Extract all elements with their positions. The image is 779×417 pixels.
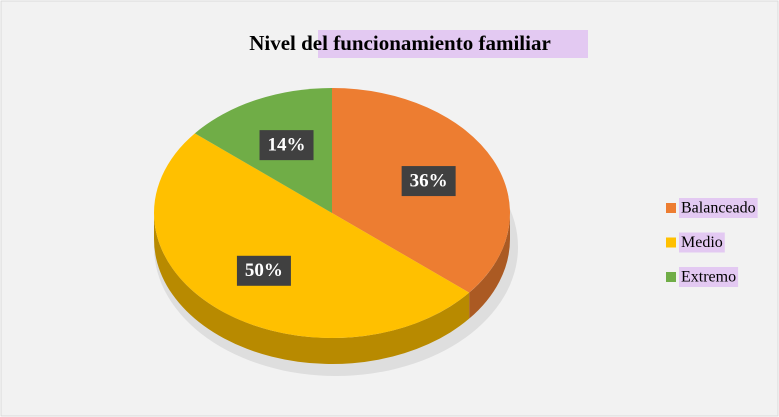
legend-label: Extremo: [681, 269, 736, 286]
legend-highlight: [679, 267, 739, 287]
data-label-box: [236, 255, 291, 286]
chart-title: Nivel del funcionamiento familiar: [249, 31, 551, 55]
legend-highlight: [679, 198, 758, 218]
data-label: 50%: [245, 260, 283, 281]
data-label: 14%: [268, 134, 306, 155]
slice-side: [469, 213, 510, 319]
title-highlight: [318, 30, 588, 58]
legend-swatch: [666, 237, 676, 248]
legend-swatch: [666, 272, 676, 282]
data-label-box: [401, 166, 456, 197]
data-label-box: [259, 130, 314, 161]
legend-label: Medio: [681, 234, 723, 251]
data-label: 36%: [410, 170, 448, 191]
slice-side: [154, 213, 470, 364]
legend-highlight: [679, 232, 725, 253]
legend-label: Balanceado: [681, 200, 756, 217]
slice: [153, 133, 470, 339]
legend-swatch: [666, 203, 676, 213]
